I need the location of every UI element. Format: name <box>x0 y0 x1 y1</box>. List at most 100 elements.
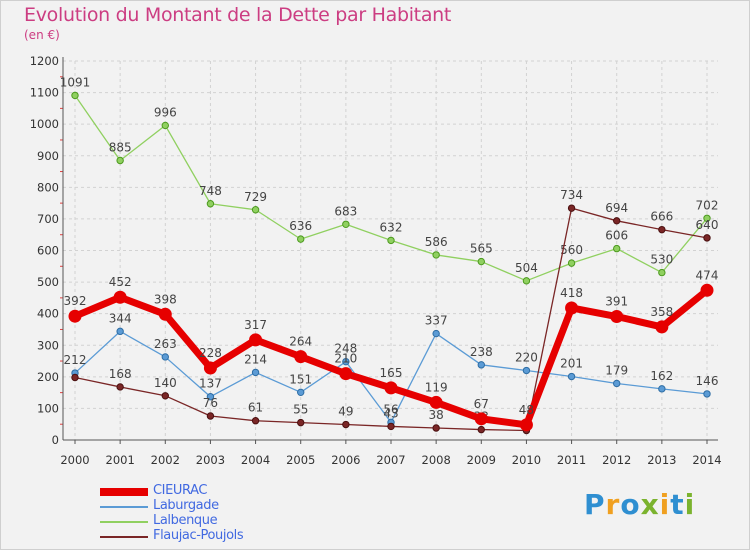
data-point <box>342 220 350 228</box>
logo-letter: o <box>620 488 641 521</box>
y-tick-label: 600 <box>37 244 59 258</box>
data-label: 530 <box>650 253 673 267</box>
x-tick-label: 2003 <box>196 453 225 467</box>
x-tick-label: 2002 <box>151 453 180 467</box>
data-point <box>477 425 485 434</box>
x-tick-label: 2005 <box>286 453 315 467</box>
data-label: 418 <box>560 286 583 300</box>
y-tick-label: 500 <box>37 275 59 289</box>
y-tick-label: 1200 <box>30 54 59 68</box>
data-label: 162 <box>650 369 673 383</box>
data-point <box>703 214 711 222</box>
data-point <box>206 393 215 401</box>
chart-legend: CIEURAC Laburgade Lalbenque Flaujac-Poujols <box>100 483 350 544</box>
data-label: 146 <box>696 374 719 388</box>
data-label: 228 <box>199 346 222 360</box>
x-tick-label: 2012 <box>602 453 631 467</box>
data-label: 504 <box>515 261 538 275</box>
data-point <box>703 390 711 398</box>
data-label: 38 <box>429 408 444 422</box>
data-label: 392 <box>64 294 87 308</box>
data-point <box>251 206 260 214</box>
x-tick-label: 2007 <box>376 453 405 467</box>
data-label: 729 <box>244 190 267 204</box>
data-label: 474 <box>696 268 719 282</box>
data-label: 263 <box>154 337 177 351</box>
data-point <box>613 244 621 253</box>
data-point <box>387 422 395 431</box>
data-label: 565 <box>470 242 493 256</box>
data-point <box>116 327 124 336</box>
data-point <box>116 383 124 391</box>
data-point <box>519 418 533 432</box>
data-label: 201 <box>560 357 583 371</box>
data-label: 1091 <box>60 75 91 89</box>
legend-item: Lalbenque <box>100 513 350 529</box>
data-point <box>429 395 443 409</box>
x-tick-label: 2006 <box>331 453 360 467</box>
data-point <box>297 235 305 243</box>
data-label: 640 <box>696 218 719 232</box>
x-tick-label: 2009 <box>467 453 496 467</box>
data-label: 666 <box>650 210 673 224</box>
data-point <box>297 388 305 397</box>
legend-item: CIEURAC <box>100 483 350 499</box>
x-tick-label: 2014 <box>692 453 721 467</box>
data-label: 702 <box>696 198 719 212</box>
y-tick-label: 200 <box>37 370 59 384</box>
data-point <box>658 385 666 393</box>
legend-label: Flaujac-Poujols <box>153 528 244 543</box>
x-tick-label: 2004 <box>241 453 270 467</box>
data-point <box>116 156 124 165</box>
data-label: 317 <box>244 318 267 332</box>
data-point <box>251 417 260 425</box>
data-point <box>655 320 669 334</box>
data-point <box>432 251 440 259</box>
logo-letter: i <box>659 488 671 521</box>
logo-letter: x <box>640 488 660 521</box>
x-tick-label: 2011 <box>557 453 586 467</box>
data-point <box>158 307 172 321</box>
data-point <box>71 373 79 382</box>
data-label: 238 <box>470 345 493 359</box>
legend-swatch <box>100 536 148 538</box>
data-label: 151 <box>289 372 312 386</box>
data-point <box>613 379 621 388</box>
data-label: 606 <box>605 229 628 243</box>
y-tick-label: 300 <box>37 338 59 352</box>
data-label: 560 <box>560 243 583 257</box>
data-label: 734 <box>560 188 583 202</box>
data-point <box>432 424 440 432</box>
data-point <box>658 268 666 277</box>
data-point <box>161 392 169 400</box>
data-point <box>251 368 260 377</box>
data-label: 214 <box>244 352 267 366</box>
y-tick-label: 1100 <box>30 86 59 100</box>
data-point <box>565 301 579 315</box>
legend-item: Laburgade <box>100 498 350 514</box>
x-tick-label: 2001 <box>106 453 135 467</box>
data-point <box>610 310 624 324</box>
data-label: 694 <box>605 201 628 215</box>
y-tick-label: 0 <box>52 433 59 447</box>
data-point <box>384 381 398 395</box>
legend-swatch <box>100 506 148 508</box>
data-point <box>700 283 714 297</box>
data-label: 168 <box>109 367 132 381</box>
data-label: 452 <box>109 275 132 289</box>
data-point <box>206 412 215 420</box>
data-point <box>474 412 488 426</box>
logo-letter: P <box>584 488 606 521</box>
y-tick-label: 800 <box>37 180 59 194</box>
legend-item: Flaujac-Poujols <box>100 528 350 544</box>
data-point <box>294 350 308 364</box>
proxiti-logo: Proxiti <box>584 488 695 521</box>
data-point <box>203 361 217 375</box>
data-label: 76 <box>203 396 218 410</box>
data-label: 179 <box>605 363 628 377</box>
data-point <box>206 200 215 208</box>
data-label: 264 <box>289 335 312 349</box>
data-label: 344 <box>109 311 132 325</box>
data-label: 337 <box>425 314 448 328</box>
data-point <box>297 418 305 427</box>
